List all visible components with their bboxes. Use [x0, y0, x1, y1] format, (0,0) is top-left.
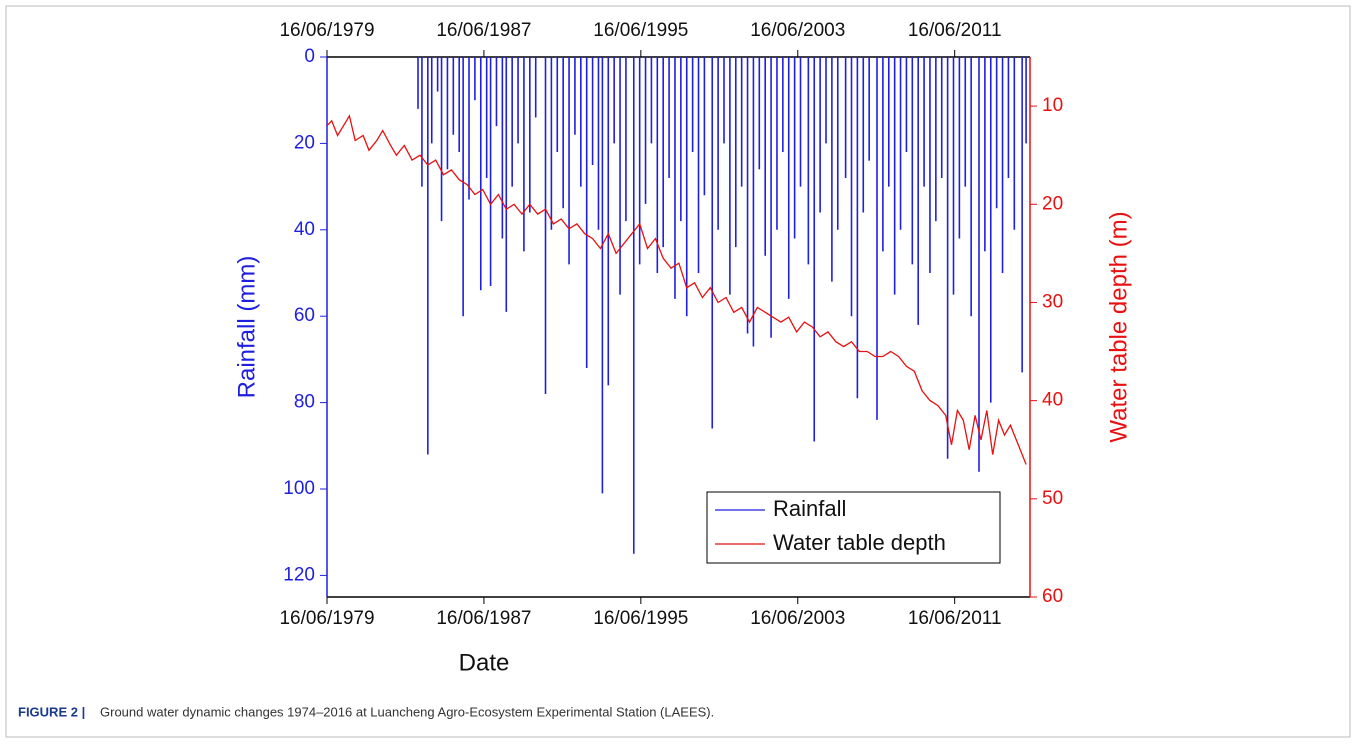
y-tick-label: 20	[294, 132, 315, 153]
x-tick-label-top: 16/06/1979	[279, 20, 374, 41]
y2-tick-label: 60	[1042, 586, 1063, 607]
x-tick-label: 16/06/2003	[750, 608, 845, 629]
x-tick-label: 16/06/1987	[436, 608, 531, 629]
y-tick-label: 80	[294, 392, 315, 413]
y-tick-label: 120	[283, 564, 315, 585]
y-tick-label: 60	[294, 305, 315, 326]
y-tick-label: 40	[294, 219, 315, 240]
y2-axis-label: Water table depth (m)	[1105, 211, 1132, 442]
y-axis-label: Rainfall (mm)	[233, 256, 260, 399]
y2-tick-label: 50	[1042, 488, 1063, 509]
legend-label: Rainfall	[773, 496, 846, 521]
depth-line	[326, 114, 1027, 465]
x-axis-label: Date	[459, 649, 510, 676]
y-tick-label: 100	[283, 478, 315, 499]
y2-tick-label: 40	[1042, 390, 1063, 411]
legend-label: Water table depth	[773, 530, 946, 555]
y2-tick-label: 10	[1042, 95, 1063, 116]
x-tick-label-top: 16/06/1987	[436, 20, 531, 41]
x-tick-label: 16/06/1979	[279, 608, 374, 629]
x-tick-label-top: 16/06/1995	[593, 20, 688, 41]
x-tick-label: 16/06/1995	[593, 608, 688, 629]
x-tick-label-top: 16/06/2011	[908, 20, 1002, 41]
figure-frame	[5, 5, 1351, 738]
x-tick-label: 16/06/2011	[908, 608, 1002, 629]
caption-label: FIGURE 2 |	[18, 704, 85, 719]
caption: Ground water dynamic changes 1974–2016 a…	[100, 704, 714, 719]
y-tick-label: 0	[304, 46, 315, 67]
y2-tick-label: 30	[1042, 291, 1063, 312]
x-tick-label-top: 16/06/2003	[750, 20, 845, 41]
legend-box	[706, 491, 1001, 564]
y2-tick-label: 20	[1042, 193, 1063, 214]
